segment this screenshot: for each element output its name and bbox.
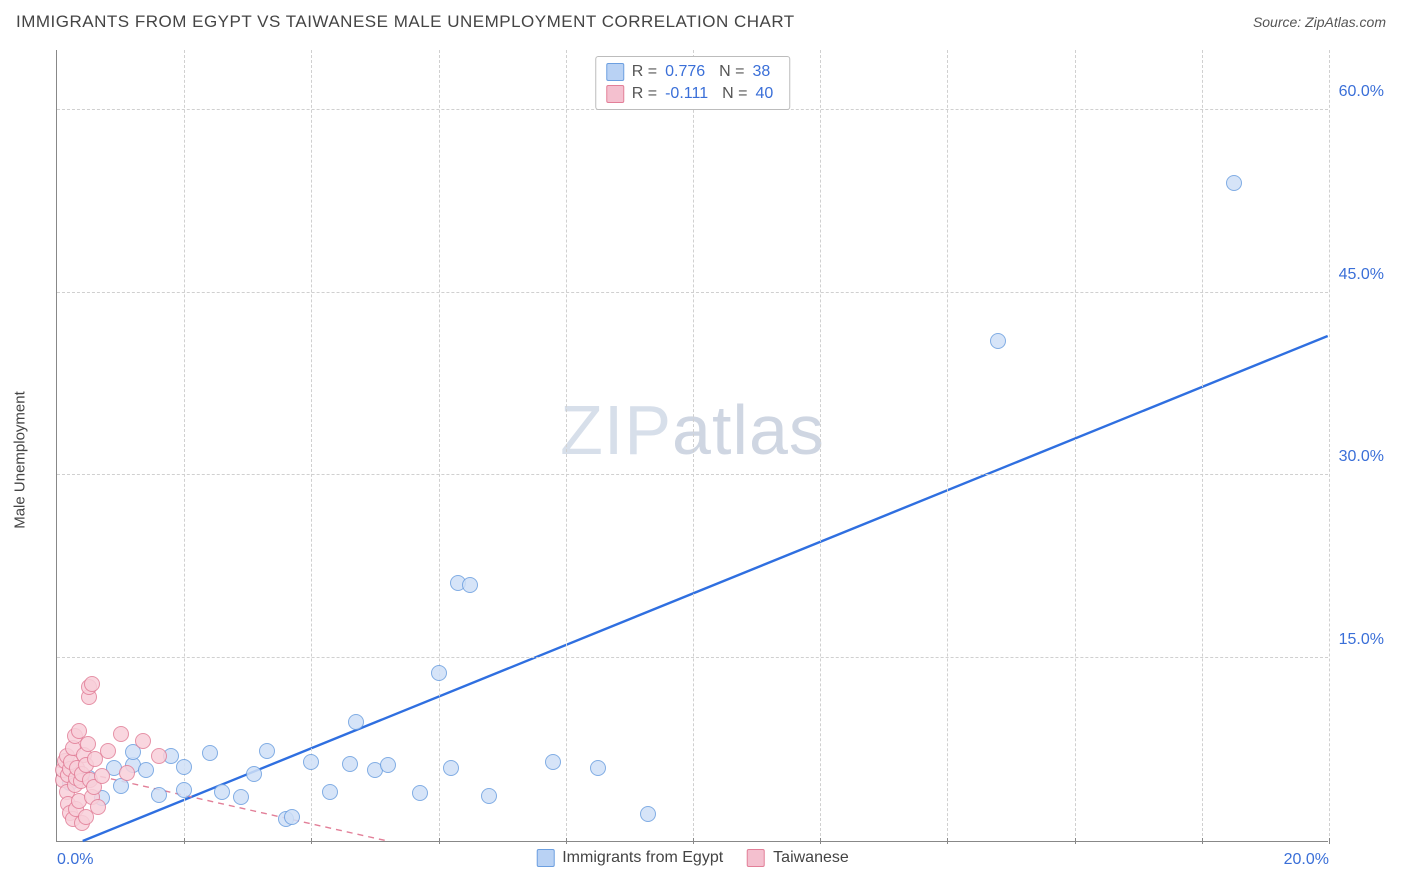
x-tick [439, 838, 440, 844]
gridline-v [1075, 50, 1076, 841]
data-point [80, 736, 96, 752]
data-point [481, 788, 497, 804]
data-point [176, 782, 192, 798]
gridline-v [693, 50, 694, 841]
data-point [214, 784, 230, 800]
data-point [443, 760, 459, 776]
data-point [176, 759, 192, 775]
legend-item-egypt: Immigrants from Egypt [536, 849, 723, 867]
legend-swatch-egypt [606, 63, 624, 81]
data-point [284, 809, 300, 825]
x-tick [947, 838, 948, 844]
source-attribution: Source: ZipAtlas.com [1253, 14, 1386, 30]
x-tick-label: 20.0% [1284, 851, 1329, 869]
data-point [342, 756, 358, 772]
data-point [380, 757, 396, 773]
y-tick-label: 15.0% [1339, 631, 1384, 649]
n-label-2: N = [722, 85, 747, 103]
series-legend: Immigrants from Egypt Taiwanese [536, 849, 849, 867]
data-point [138, 762, 154, 778]
data-point [100, 743, 116, 759]
x-tick [820, 838, 821, 844]
legend-label-egypt: Immigrants from Egypt [562, 849, 723, 867]
data-point [1226, 175, 1242, 191]
n-value-2: 40 [755, 85, 773, 103]
data-point [135, 733, 151, 749]
data-point [412, 785, 428, 801]
x-tick [1202, 838, 1203, 844]
r-label-1: R = [632, 63, 657, 81]
data-point [545, 754, 561, 770]
plot-area: ZIPatlas R = 0.776 N = 38 R = -0.111 N =… [56, 50, 1328, 842]
data-point [322, 784, 338, 800]
legend-swatch-egypt-icon [536, 849, 554, 867]
data-point [590, 760, 606, 776]
data-point [303, 754, 319, 770]
data-point [640, 806, 656, 822]
gridline-v [184, 50, 185, 841]
data-point [113, 726, 129, 742]
y-axis-label: Male Unemployment [12, 391, 29, 529]
correlation-legend: R = 0.776 N = 38 R = -0.111 N = 40 [595, 56, 790, 110]
gridline-v [820, 50, 821, 841]
data-point [990, 333, 1006, 349]
x-tick [566, 838, 567, 844]
data-point [233, 789, 249, 805]
legend-swatch-taiwanese-icon [747, 849, 765, 867]
legend-row-2: R = -0.111 N = 40 [606, 83, 779, 105]
legend-swatch-taiwanese [606, 85, 624, 103]
data-point [151, 787, 167, 803]
x-tick [693, 838, 694, 844]
legend-label-taiwanese: Taiwanese [773, 849, 849, 867]
x-tick [1075, 838, 1076, 844]
header: IMMIGRANTS FROM EGYPT VS TAIWANESE MALE … [0, 0, 1406, 40]
data-point [84, 676, 100, 692]
gridline-v [566, 50, 567, 841]
y-tick-label: 30.0% [1339, 448, 1384, 466]
n-value-1: 38 [752, 63, 770, 81]
x-tick [1329, 838, 1330, 844]
n-label-1: N = [719, 63, 744, 81]
legend-row-1: R = 0.776 N = 38 [606, 61, 779, 83]
y-tick-label: 45.0% [1339, 266, 1384, 284]
x-tick-label: 0.0% [57, 851, 93, 869]
r-value-2: -0.111 [665, 85, 708, 103]
source-label: Source: [1253, 14, 1301, 30]
gridline-v [439, 50, 440, 841]
data-point [431, 665, 447, 681]
source-value: ZipAtlas.com [1305, 14, 1386, 30]
gridline-v [1329, 50, 1330, 841]
data-point [94, 768, 110, 784]
gridline-v [311, 50, 312, 841]
data-point [151, 748, 167, 764]
data-point [462, 577, 478, 593]
trend-line [83, 336, 1328, 841]
gridline-v [947, 50, 948, 841]
watermark-part1: ZIP [560, 391, 672, 469]
data-point [202, 745, 218, 761]
chart-container: Male Unemployment ZIPatlas R = 0.776 N =… [48, 50, 1388, 870]
watermark-part2: atlas [672, 391, 825, 469]
legend-item-taiwanese: Taiwanese [747, 849, 849, 867]
gridline-v [1202, 50, 1203, 841]
data-point [246, 766, 262, 782]
data-point [90, 799, 106, 815]
r-value-1: 0.776 [665, 63, 705, 81]
data-point [119, 765, 135, 781]
x-tick [184, 838, 185, 844]
y-tick-label: 60.0% [1339, 83, 1384, 101]
chart-title: IMMIGRANTS FROM EGYPT VS TAIWANESE MALE … [16, 12, 795, 32]
data-point [348, 714, 364, 730]
x-tick [311, 838, 312, 844]
r-label-2: R = [632, 85, 657, 103]
data-point [259, 743, 275, 759]
